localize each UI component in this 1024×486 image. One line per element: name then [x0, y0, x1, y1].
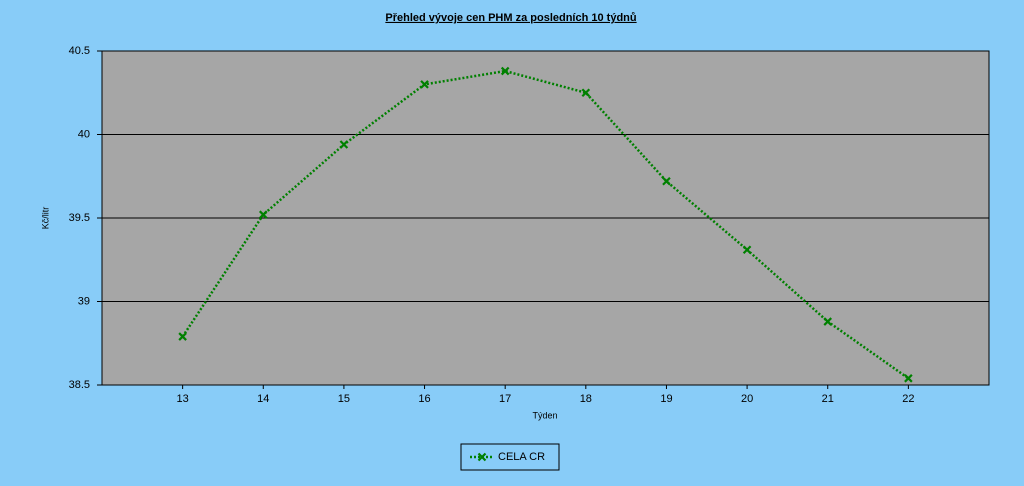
- x-tick-label: 15: [338, 393, 350, 405]
- x-tick-label: 17: [499, 393, 511, 405]
- x-tick-label: 18: [580, 393, 592, 405]
- marker: [178, 332, 187, 341]
- marker: [662, 176, 671, 186]
- y-tick-label: 40.5: [69, 45, 90, 57]
- series-line: [181, 69, 910, 380]
- marker: [904, 374, 913, 383]
- y-tick-label: 38.5: [69, 379, 90, 391]
- marker: [823, 317, 833, 326]
- legend: [460, 443, 560, 471]
- x-tick-label: 13: [177, 393, 189, 405]
- marker: [258, 210, 268, 219]
- marker: [500, 66, 510, 76]
- y-axis-label: Kč/litr: [40, 207, 50, 230]
- x-tick-label: 21: [822, 393, 834, 405]
- y-tick-label: 39.5: [69, 212, 90, 224]
- marker: [742, 245, 752, 255]
- marker: [420, 80, 429, 89]
- marker: [477, 452, 487, 462]
- legend-label: CELA CR: [498, 451, 545, 463]
- x-tick-label: 16: [418, 393, 430, 405]
- x-tick-label: 19: [660, 393, 672, 405]
- marker: [581, 88, 591, 98]
- chart-title: Přehled vývoje cen PHM za posledních 10 …: [385, 12, 636, 24]
- y-tick-label: 40: [78, 128, 90, 140]
- x-axis-label: Týden: [532, 410, 557, 420]
- x-tick-label: 14: [257, 393, 269, 405]
- x-tick-label: 22: [902, 393, 914, 405]
- y-tick-label: 39: [78, 295, 90, 307]
- marker: [339, 140, 349, 149]
- x-tick-label: 20: [741, 393, 753, 405]
